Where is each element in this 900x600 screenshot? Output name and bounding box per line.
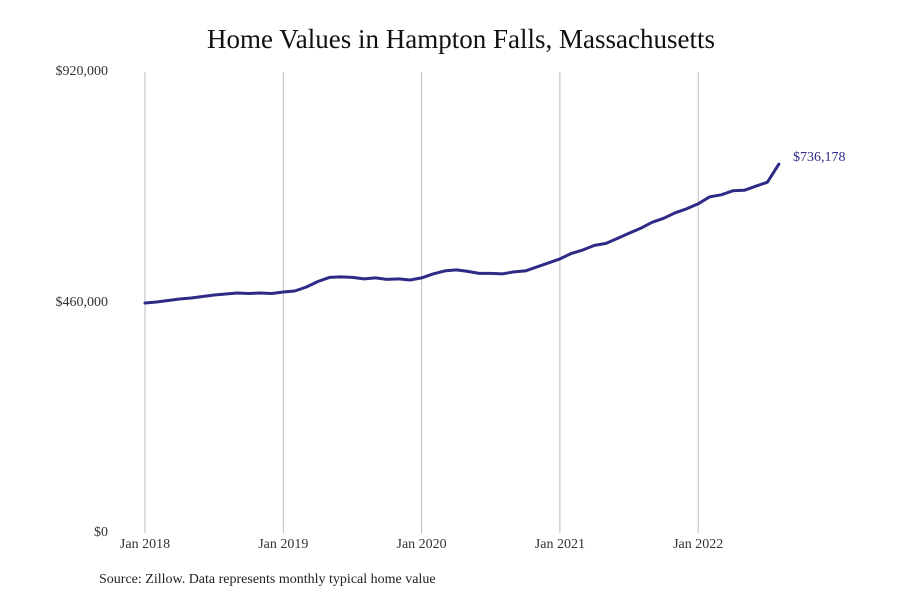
home-value-line <box>143 162 781 305</box>
y-tick-label: $920,000 <box>55 64 109 79</box>
x-tick-label: Jan 2020 <box>396 537 447 552</box>
x-tick-label: Jan 2018 <box>119 537 171 552</box>
y-tick-label: $0 <box>94 525 108 540</box>
x-tick-label: Jan 2021 <box>534 537 585 552</box>
source-note: Source: Zillow. Data represents monthly … <box>99 572 436 587</box>
chart-title: Home Values in Hampton Falls, Massachuse… <box>207 24 715 54</box>
end-value-label: $736,178 <box>793 150 846 165</box>
x-tick-label: Jan 2019 <box>258 537 309 552</box>
x-tick-label: Jan 2022 <box>673 537 724 552</box>
x-gridlines <box>144 72 699 533</box>
y-tick-label: $460,000 <box>55 294 109 310</box>
